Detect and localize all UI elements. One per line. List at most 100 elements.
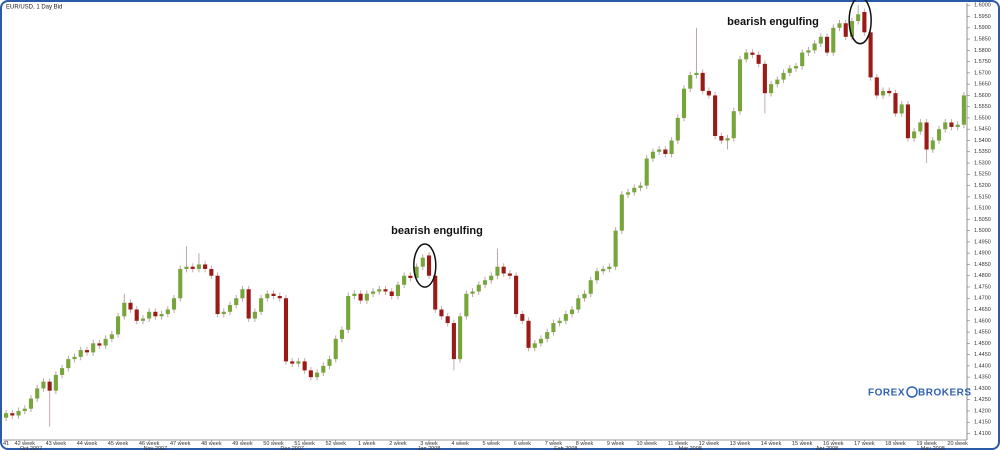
candle-body [949, 122, 954, 127]
highlight-ellipse [413, 243, 437, 288]
candle-body [60, 368, 65, 375]
candle-body [358, 293, 363, 301]
candle-body [731, 111, 736, 139]
y-tick-label: 1.4350 [974, 375, 991, 381]
y-tick-label: 1.5200 [974, 183, 991, 189]
y-tick-label: 1.5250 [974, 172, 991, 178]
candle-body [290, 361, 295, 364]
y-tick-label: 1.5950 [974, 14, 991, 20]
y-tick-label: 1.4450 [974, 352, 991, 358]
candle-body [470, 291, 475, 294]
candle-body [694, 72, 699, 76]
candle-body [171, 298, 177, 310]
y-tick-label: 1.5100 [974, 206, 991, 212]
candle-body [22, 408, 27, 411]
candle-body [271, 293, 276, 297]
x-tick-label: 20 week [947, 441, 968, 447]
candle-body [352, 293, 357, 297]
candle-body [128, 302, 133, 310]
candle-body [178, 268, 183, 299]
y-tick-label: 1.4250 [974, 397, 991, 403]
candle-body [451, 323, 456, 360]
y-tick-label: 1.5650 [974, 82, 991, 88]
x-tick-label: 9 week [607, 441, 625, 447]
x-group-label: Jan 2008 [418, 446, 441, 450]
x-tick-label: 16 week [823, 441, 844, 447]
y-tick-label: 1.5350 [974, 149, 991, 155]
candle-body [41, 381, 46, 389]
candle-body [433, 275, 438, 310]
candle-body [775, 79, 780, 85]
candle-body [458, 316, 463, 360]
candle-body [277, 296, 282, 299]
y-tick-label: 1.6000 [974, 3, 991, 9]
candle-body [389, 291, 394, 297]
candle-body [737, 59, 743, 112]
candle-body [184, 266, 189, 269]
candle-body [538, 338, 544, 344]
candle-body [339, 329, 345, 339]
candle-body [97, 343, 102, 346]
candle-body [582, 293, 587, 299]
candle-body [930, 140, 935, 150]
y-tick-label: 1.5500 [974, 115, 991, 121]
y-tick-label: 1.5700 [974, 70, 991, 76]
highlight-ellipse [848, 0, 872, 45]
y-tick-label: 1.5450 [974, 127, 991, 133]
y-tick-label: 1.4550 [974, 330, 991, 336]
y-tick-label: 1.4750 [974, 284, 991, 290]
candle-body [476, 284, 481, 292]
x-tick-label: 44 week [77, 441, 98, 447]
candle-body [122, 302, 127, 317]
candle-body [302, 361, 307, 371]
candle-body [482, 280, 488, 285]
y-tick-label: 1.4700 [974, 296, 991, 302]
candle-body [613, 230, 618, 267]
candle-body [426, 255, 432, 276]
x-tick-label: 17 week [854, 441, 875, 447]
candle-body [887, 90, 892, 94]
x-tick-label: 1 week [358, 441, 376, 447]
y-tick-label: 1.4100 [974, 431, 991, 437]
candle-body [800, 52, 805, 67]
candle-body [675, 117, 680, 141]
candle-body [364, 293, 369, 301]
candle-body [725, 138, 730, 141]
candle-body [190, 266, 195, 269]
candle-body [638, 185, 643, 188]
candle-body [377, 289, 382, 292]
y-tick-label: 1.5900 [974, 25, 991, 31]
x-tick-label: 12 week [699, 441, 720, 447]
candle-body [943, 122, 948, 130]
candle-body [576, 298, 581, 310]
candle-body [47, 381, 52, 391]
x-tick-label: 49 week [232, 441, 253, 447]
candle-body [10, 413, 15, 416]
candle-body [78, 350, 83, 357]
x-tick-label: 14 week [761, 441, 782, 447]
candle-body [91, 343, 96, 353]
x-tick-label: 10 week [636, 441, 657, 447]
candle-body [514, 275, 519, 315]
candle-body [650, 151, 655, 159]
x-tick-label: 11 week [668, 441, 688, 447]
candle-body [501, 266, 506, 274]
x-tick-label: 3 week [420, 441, 438, 447]
candle-body [750, 52, 755, 55]
candle-body [265, 293, 270, 299]
y-tick-label: 1.5600 [974, 93, 991, 99]
candle-body [489, 275, 494, 281]
candle-body [147, 311, 152, 319]
candle-body [831, 27, 836, 53]
x-group-label: Dec 2007 [280, 446, 304, 450]
candle-body [669, 140, 674, 155]
candle-body [395, 284, 400, 297]
candle-body [203, 264, 208, 269]
candle-body [109, 334, 114, 339]
candle-body [209, 268, 214, 276]
candle-body [899, 104, 904, 114]
y-tick-label: 1.4150 [974, 420, 991, 426]
candle-body [663, 149, 668, 155]
x-tick-label: 18 week [885, 441, 906, 447]
